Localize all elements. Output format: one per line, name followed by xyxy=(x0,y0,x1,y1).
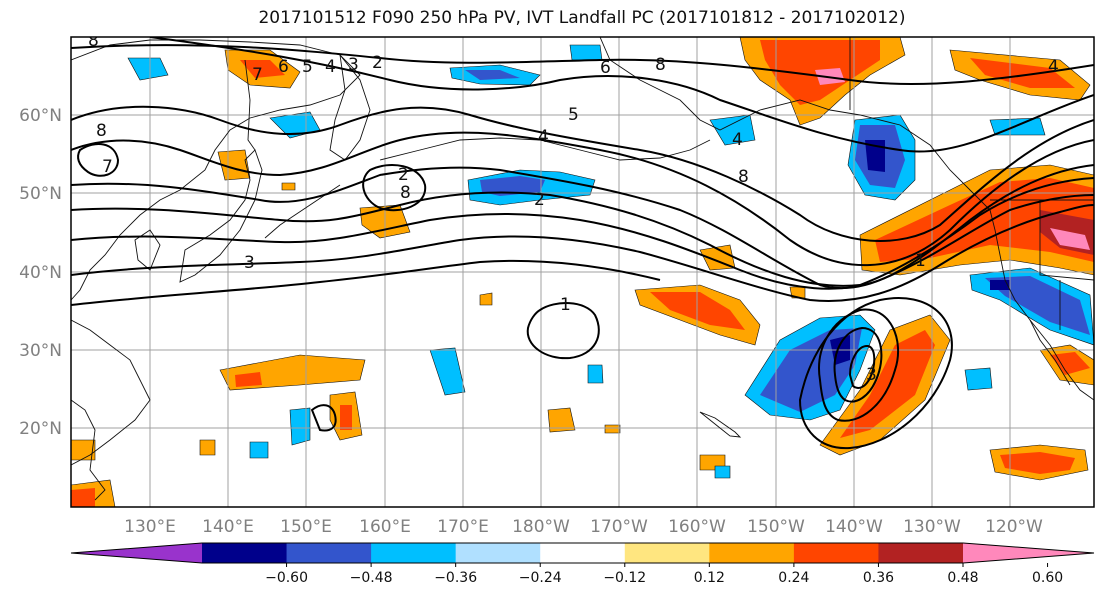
contour-label: 2 xyxy=(398,165,409,185)
colorbar-tick-label: −0.12 xyxy=(603,570,646,586)
colorbar-segment xyxy=(709,543,795,563)
colorbar-tick-label: −0.24 xyxy=(519,570,562,586)
pv-contours xyxy=(71,37,1094,450)
contour-label: 8 xyxy=(400,183,411,203)
lon-tick-label: 160°E xyxy=(359,517,411,537)
longitude-ticks: 130°E 140°E 150°E 160°E 170°E 180°W 170°… xyxy=(124,517,1043,537)
colorbar-tick-label: −0.48 xyxy=(350,570,393,586)
contour-label: 3 xyxy=(348,55,359,75)
lon-tick-label: 150°W xyxy=(747,517,805,537)
colorbar-segment xyxy=(793,543,879,563)
colorbar: −0.60 −0.48 −0.36 −0.24 −0.12 0.12 0.24 0.36 0.4… xyxy=(70,542,1095,586)
lon-tick-label: 130°E xyxy=(124,517,176,537)
map-title: 2017101512 F090 250 hPa PV, IVT Landfall… xyxy=(258,8,906,28)
colorbar-segment xyxy=(455,543,541,563)
contour-label: 4 xyxy=(1048,57,1059,77)
contour-label: 4 xyxy=(325,57,336,77)
contour-label: 1 xyxy=(915,251,926,271)
contour-label: 5 xyxy=(568,105,579,125)
colorbar-segment xyxy=(371,543,457,563)
colorbar-extend-high xyxy=(963,543,1094,563)
colorbar-tick-label: 0.24 xyxy=(778,570,809,586)
coastlines xyxy=(71,37,1094,501)
colorbar-tick-label: 0.48 xyxy=(947,570,978,586)
contour-label: 3 xyxy=(866,365,877,385)
latitude-ticks: 60°N 50°N 40°N 30°N 20°N xyxy=(19,106,62,439)
colorbar-extend-low xyxy=(71,543,202,563)
lat-tick-label: 20°N xyxy=(19,419,62,439)
colorbar-segment xyxy=(286,543,372,563)
contour-labels: 8 7 6 5 4 3 2 6 8 4 5 4 8 7 8 2 3 1 8 4 … xyxy=(88,31,1059,385)
contour-label: 2 xyxy=(372,53,383,73)
contour-label: 4 xyxy=(538,127,549,147)
colorbar-tick-label: −0.60 xyxy=(265,570,308,586)
colorbar-tick-label: 0.36 xyxy=(863,570,894,586)
contour-label: 2 xyxy=(534,190,545,210)
contour-label: 6 xyxy=(600,58,611,78)
lon-tick-label: 160°W xyxy=(668,517,726,537)
lon-tick-label: 150°E xyxy=(280,517,332,537)
contour-label: 8 xyxy=(96,121,107,141)
contour-label: 5 xyxy=(302,57,313,77)
lon-tick-label: 130°W xyxy=(903,517,961,537)
map-frame xyxy=(70,36,1095,508)
lon-tick-label: 140°E xyxy=(202,517,254,537)
lon-tick-label: 140°W xyxy=(825,517,883,537)
contour-label: 6 xyxy=(278,57,289,77)
contour-label: 4 xyxy=(732,130,743,150)
lat-tick-label: 40°N xyxy=(19,263,62,283)
contour-label: 8 xyxy=(655,55,666,75)
lon-tick-label: 180°W xyxy=(512,517,570,537)
colorbar-tick-label: 0.12 xyxy=(694,570,725,586)
contour-label: 8 xyxy=(738,167,749,187)
colorbar-outline xyxy=(70,542,1095,564)
lat-tick-label: 60°N xyxy=(19,106,62,126)
contour-label: 8 xyxy=(88,31,99,51)
colorbar-segment xyxy=(878,543,964,563)
colorbar-tick-label: −0.36 xyxy=(434,570,477,586)
contour-label: 1 xyxy=(560,295,571,315)
contour-label: 7 xyxy=(252,65,263,85)
lon-tick-label: 170°W xyxy=(590,517,648,537)
contour-label: 7 xyxy=(102,157,113,177)
lon-tick-label: 170°E xyxy=(437,517,489,537)
lat-tick-label: 30°N xyxy=(19,341,62,361)
lon-tick-label: 120°W xyxy=(985,517,1043,537)
colorbar-segment xyxy=(202,543,288,563)
colorbar-segment xyxy=(540,543,626,563)
lat-tick-label: 50°N xyxy=(19,184,62,204)
colorbar-tick-label: 0.60 xyxy=(1032,570,1063,586)
graticule xyxy=(71,37,1094,507)
colorbar-segment xyxy=(624,543,710,563)
contour-label: 3 xyxy=(244,253,255,273)
